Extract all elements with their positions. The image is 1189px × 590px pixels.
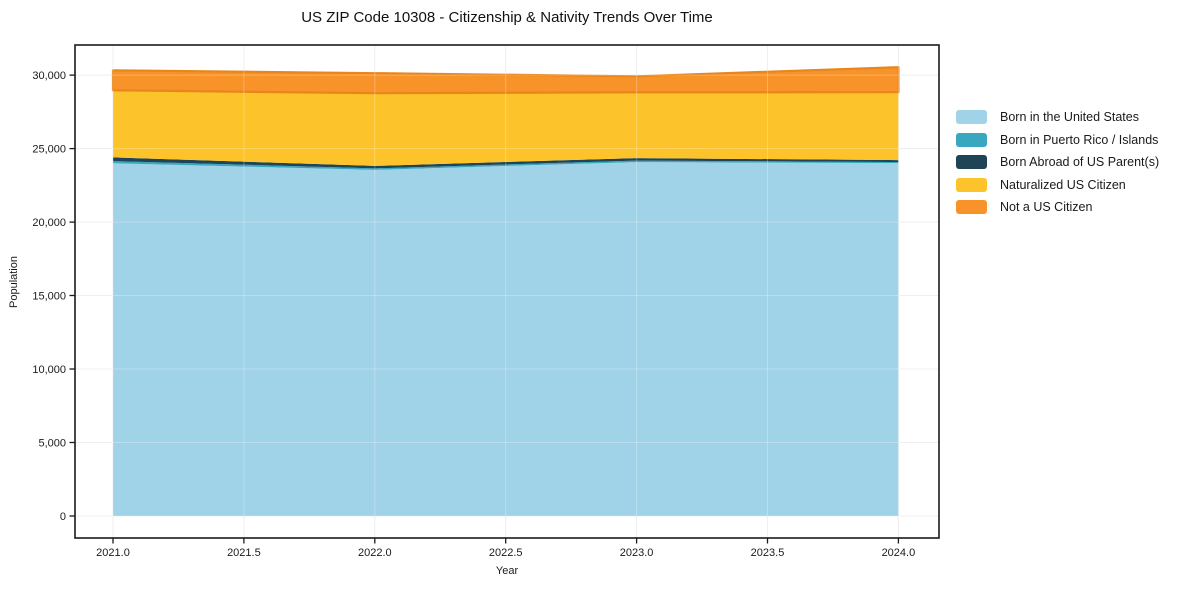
legend-swatch <box>956 110 987 125</box>
legend-swatch <box>956 177 987 192</box>
legend-swatch <box>956 200 987 215</box>
svg-text:15,000: 15,000 <box>32 290 66 302</box>
svg-text:0: 0 <box>60 511 66 523</box>
svg-text:30,000: 30,000 <box>32 70 66 82</box>
y-axis-label: Population <box>8 256 20 308</box>
legend: Born in the United States Born in Puerto … <box>956 106 1159 219</box>
svg-text:25,000: 25,000 <box>32 143 66 155</box>
svg-text:5,000: 5,000 <box>38 437 66 449</box>
legend-item: Not a US Citizen <box>956 196 1159 219</box>
svg-text:2024.0: 2024.0 <box>882 547 916 559</box>
svg-text:2023.5: 2023.5 <box>751 547 785 559</box>
x-axis-label: Year <box>495 565 519 577</box>
legend-label: Born in Puerto Rico / Islands <box>1000 132 1159 147</box>
legend-label: Born Abroad of US Parent(s) <box>1000 155 1160 169</box>
legend-label: Naturalized US Citizen <box>1000 177 1126 192</box>
legend-swatch <box>956 132 987 147</box>
svg-text:2023.0: 2023.0 <box>620 547 654 559</box>
svg-text:20,000: 20,000 <box>32 217 66 229</box>
legend-label: Not a US Citizen <box>1000 200 1093 214</box>
svg-text:10,000: 10,000 <box>32 364 66 376</box>
svg-text:2022.5: 2022.5 <box>489 547 523 559</box>
svg-text:2022.0: 2022.0 <box>358 547 392 559</box>
legend-item: Born in Puerto Rico / Islands <box>956 129 1159 152</box>
svg-text:2021.5: 2021.5 <box>227 547 261 559</box>
legend-label: Born in the United States <box>1000 110 1139 124</box>
svg-text:2021.0: 2021.0 <box>96 547 130 559</box>
legend-item: Naturalized US Citizen <box>956 174 1159 197</box>
legend-item: Born in the United States <box>956 106 1159 129</box>
legend-item: Born Abroad of US Parent(s) <box>956 151 1159 174</box>
legend-swatch <box>956 155 987 170</box>
chart-title: US ZIP Code 10308 - Citizenship & Nativi… <box>301 9 713 26</box>
